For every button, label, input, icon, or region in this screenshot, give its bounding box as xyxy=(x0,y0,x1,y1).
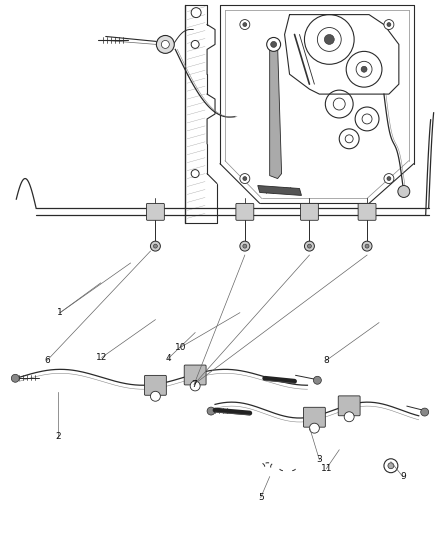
Circle shape xyxy=(387,176,391,181)
Circle shape xyxy=(243,176,247,181)
Circle shape xyxy=(150,241,160,251)
Circle shape xyxy=(388,463,394,469)
FancyBboxPatch shape xyxy=(304,407,325,427)
Circle shape xyxy=(384,459,398,473)
Circle shape xyxy=(314,376,321,384)
Circle shape xyxy=(161,41,170,49)
Circle shape xyxy=(240,20,250,29)
Text: 2: 2 xyxy=(55,432,61,441)
Circle shape xyxy=(190,381,200,391)
Circle shape xyxy=(191,7,201,18)
Circle shape xyxy=(421,408,429,416)
Circle shape xyxy=(11,374,19,382)
Circle shape xyxy=(309,423,319,433)
Circle shape xyxy=(307,244,311,248)
Circle shape xyxy=(156,36,174,53)
Text: 9: 9 xyxy=(400,472,406,481)
Text: 3: 3 xyxy=(317,455,322,464)
FancyBboxPatch shape xyxy=(236,204,254,220)
FancyBboxPatch shape xyxy=(338,396,360,416)
Text: 6: 6 xyxy=(44,356,50,365)
Polygon shape xyxy=(258,185,301,196)
Circle shape xyxy=(240,241,250,251)
Circle shape xyxy=(384,174,394,183)
Text: 11: 11 xyxy=(321,464,332,473)
Circle shape xyxy=(150,391,160,401)
Circle shape xyxy=(387,22,391,27)
Circle shape xyxy=(384,20,394,29)
FancyBboxPatch shape xyxy=(300,204,318,220)
Text: 7: 7 xyxy=(191,379,197,389)
Circle shape xyxy=(365,244,369,248)
Circle shape xyxy=(207,407,215,415)
FancyBboxPatch shape xyxy=(184,365,206,385)
Circle shape xyxy=(153,244,157,248)
Circle shape xyxy=(362,241,372,251)
Circle shape xyxy=(344,412,354,422)
Circle shape xyxy=(243,244,247,248)
Circle shape xyxy=(398,185,410,197)
Polygon shape xyxy=(270,44,282,179)
Circle shape xyxy=(267,37,281,51)
Circle shape xyxy=(271,42,277,47)
Circle shape xyxy=(304,241,314,251)
Circle shape xyxy=(191,169,199,177)
Text: 4: 4 xyxy=(166,354,171,363)
FancyBboxPatch shape xyxy=(146,204,164,220)
Circle shape xyxy=(324,35,334,44)
Circle shape xyxy=(191,41,199,49)
Text: 1: 1 xyxy=(57,308,63,317)
Circle shape xyxy=(240,174,250,183)
FancyBboxPatch shape xyxy=(358,204,376,220)
FancyBboxPatch shape xyxy=(145,375,166,395)
Text: 12: 12 xyxy=(96,353,107,362)
Circle shape xyxy=(361,66,367,72)
Text: 5: 5 xyxy=(258,493,264,502)
Text: 8: 8 xyxy=(323,356,329,365)
Text: 10: 10 xyxy=(174,343,186,352)
Circle shape xyxy=(243,22,247,27)
